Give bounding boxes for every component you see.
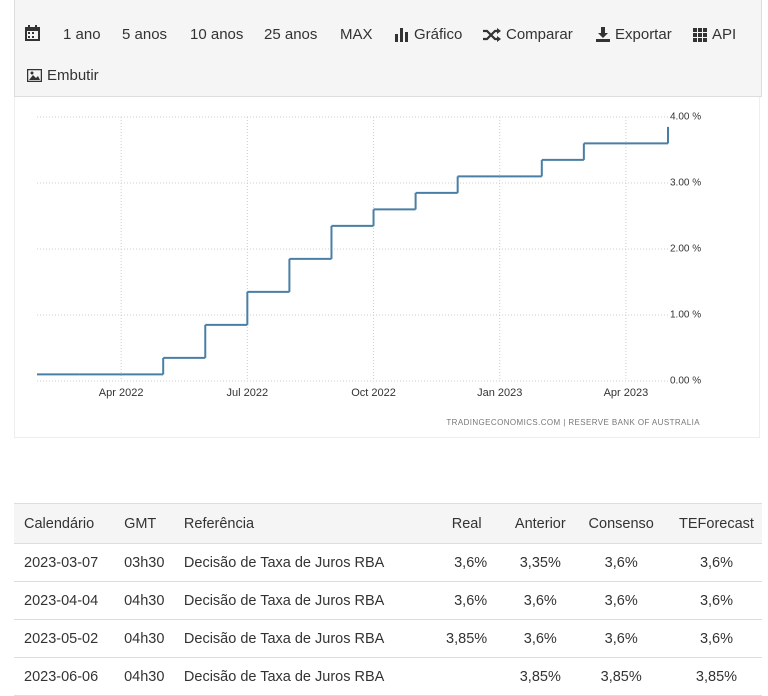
- label: Exportar: [615, 26, 672, 43]
- column-header: Real: [424, 503, 500, 544]
- table-cell: 3,6%: [499, 581, 572, 620]
- toolbar: 1 ano 5 anos 10 anos 25 anos MAX Gráfico…: [14, 0, 762, 97]
- table-row: 2023-03-07 03h30 Decisão de Taxa de Juros …: [14, 543, 762, 582]
- table-cell: 3,6%: [571, 543, 661, 582]
- table-cell: 3,6%: [660, 543, 762, 582]
- table-cell: 04h30: [114, 581, 174, 620]
- column-header: Anterior: [499, 503, 572, 544]
- table-cell: 3,35%: [499, 543, 572, 582]
- label: 25 anos: [264, 26, 318, 43]
- table-cell: 3,6%: [499, 619, 572, 658]
- table-cell: 2023-03-07: [14, 543, 115, 582]
- table-cell: 3,6%: [571, 581, 661, 620]
- table-cell: Decisão de Taxa de Juros RBA: [173, 543, 425, 582]
- calendar-icon: [25, 25, 40, 41]
- range-10y[interactable]: 10 anos: [190, 26, 243, 43]
- range-max[interactable]: MAX: [340, 26, 373, 43]
- table-cell: 3,85%: [571, 657, 661, 696]
- label: API: [712, 26, 737, 43]
- table-cell: Decisão de Taxa de Juros RBA: [173, 581, 425, 620]
- range-25y[interactable]: 25 anos: [264, 26, 317, 43]
- label: Embutir: [47, 67, 99, 84]
- grid-icon: [693, 27, 707, 42]
- x-tick-label: Jan 2023: [477, 387, 522, 399]
- calendar-table: Calendário GMT Referência Real Anterior Conse…: [14, 503, 762, 696]
- table-cell: [424, 657, 500, 696]
- column-header: GMT: [114, 503, 174, 544]
- y-tick-label: 3.00 %: [670, 178, 701, 189]
- download-icon: [596, 27, 610, 42]
- column-header: Consenso: [571, 503, 661, 544]
- table-cell: 03h30: [114, 543, 174, 582]
- source: TRADINGECONOMICS.COM | RESERVE BANK OF A…: [446, 418, 700, 427]
- shuffle-icon: [483, 27, 501, 42]
- table-cell: 3,6%: [424, 543, 500, 582]
- chart: TRADINGECONOMICS.COM | RESERVE BANK OF A…: [37, 112, 701, 427]
- table-cell: 3,6%: [571, 619, 661, 658]
- table-cell: 2023-05-02: [14, 619, 115, 658]
- x-tick-label: Apr 2022: [99, 387, 144, 399]
- chart-panel: [14, 97, 760, 438]
- label: 1 ano: [63, 26, 101, 43]
- range-1y[interactable]: 1 ano: [63, 26, 101, 43]
- bar-icon: [395, 27, 408, 42]
- table-row: 2023-05-02 04h30 Decisão de Taxa de Juros …: [14, 619, 762, 658]
- range-5y[interactable]: 5 anos: [122, 26, 167, 43]
- table-row: 2023-06-06 04h30 Decisão de Taxa de Juros …: [14, 657, 762, 696]
- label: Comparar: [506, 26, 573, 43]
- label: 5 anos: [122, 26, 168, 43]
- table-body: 2023-03-07 03h30 Decisão de Taxa de Juros …: [14, 543, 762, 696]
- y-tick-label: 0.00 %: [670, 376, 701, 387]
- table-cell: 2023-04-04: [14, 581, 115, 620]
- column-header: Referência: [173, 503, 425, 544]
- table-cell: 3,6%: [660, 581, 762, 620]
- table-row: 2023-04-04 04h30 Decisão de Taxa de Juros …: [14, 581, 762, 620]
- api-button[interactable]: API: [693, 26, 736, 43]
- x-tick-label: Jul 2022: [227, 387, 269, 399]
- x-tick-label: Apr 2023: [604, 387, 649, 399]
- label: MAX: [340, 26, 373, 43]
- table-cell: 3,85%: [499, 657, 572, 696]
- table-cell: 3,85%: [660, 657, 762, 696]
- chart-button[interactable]: Gráfico: [395, 26, 462, 43]
- export-button[interactable]: Exportar: [596, 26, 672, 43]
- table-cell: 3,6%: [424, 581, 500, 620]
- table-cell: 3,6%: [660, 619, 762, 658]
- table-cell: Decisão de Taxa de Juros RBA: [173, 657, 425, 696]
- label: 10 anos: [190, 26, 244, 43]
- x-tick-label: Oct 2022: [351, 387, 396, 399]
- table-cell: 2023-06-06: [14, 657, 115, 696]
- y-tick-label: 2.00 %: [670, 244, 701, 255]
- table-cell: 04h30: [114, 657, 174, 696]
- embed-button[interactable]: Embutir: [27, 67, 99, 84]
- table: Calendário GMT Referência Real Anterior Conse…: [14, 503, 762, 696]
- y-tick-label: 4.00 %: [670, 112, 701, 123]
- table-cell: 3,85%: [424, 619, 500, 658]
- column-header: TEForecast: [660, 503, 762, 544]
- compare-button[interactable]: Comparar: [483, 26, 573, 43]
- column-header: Calendário: [14, 503, 115, 544]
- calendar-button[interactable]: [25, 25, 40, 41]
- table-cell: Decisão de Taxa de Juros RBA: [173, 619, 425, 658]
- header-row: Calendário GMT Referência Real Anterior Conse…: [14, 503, 762, 544]
- table-cell: 04h30: [114, 619, 174, 658]
- y-tick-label: 1.00 %: [670, 310, 701, 321]
- image-icon: [27, 69, 42, 82]
- label: Gráfico: [414, 26, 463, 43]
